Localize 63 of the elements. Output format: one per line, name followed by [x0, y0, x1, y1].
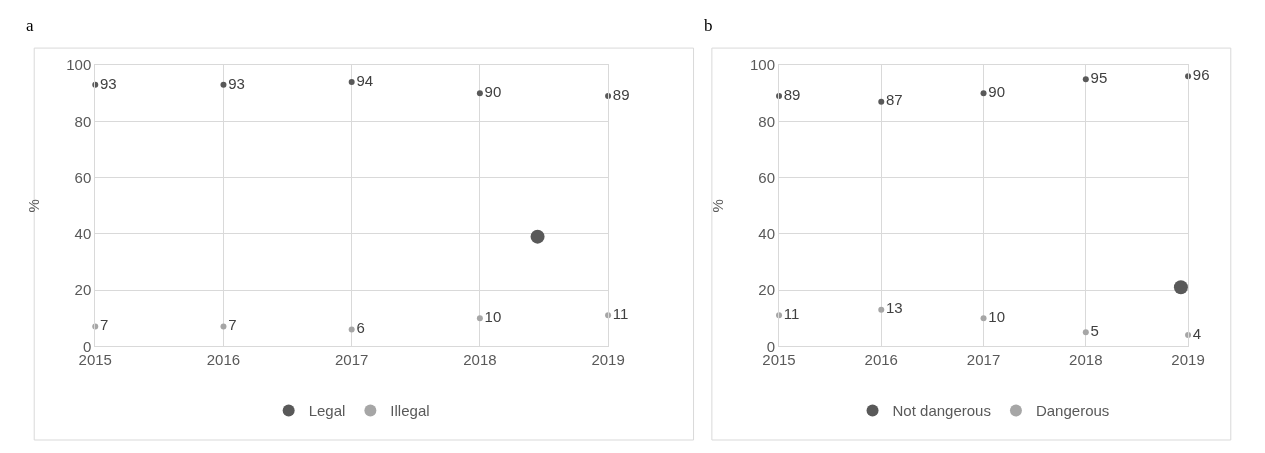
x-tick-label: 2017	[334, 351, 369, 369]
point	[348, 78, 355, 85]
point	[476, 315, 483, 322]
data-label: 11	[783, 305, 800, 323]
data-label: 4	[1192, 324, 1202, 342]
data-label: 10	[484, 307, 502, 325]
point	[476, 90, 483, 97]
point	[878, 98, 885, 105]
data-label: 90	[988, 82, 1005, 100]
x-tick-label: 2018	[463, 351, 497, 369]
point	[980, 90, 987, 97]
legend-label: Legal	[308, 402, 346, 420]
y-tick-label: 40	[74, 225, 92, 243]
y-tick-label: 100	[66, 56, 92, 74]
chart-title: b	[704, 16, 713, 35]
x-tick-label: 2018	[1069, 351, 1103, 369]
point	[776, 93, 783, 100]
x-tick-label: 2016	[206, 351, 241, 369]
y-tick-label: 40	[758, 225, 776, 243]
legend-label: Dangerous	[1035, 402, 1110, 420]
point	[878, 306, 885, 313]
x-tick-label: 2019	[1171, 351, 1205, 369]
point	[1082, 76, 1089, 83]
point	[1185, 332, 1192, 339]
data-label: 94	[356, 71, 374, 89]
point	[220, 323, 227, 330]
data-label: 5	[1090, 321, 1099, 339]
data-label: 93	[228, 74, 245, 92]
y-tick-label: 60	[74, 168, 92, 186]
point	[348, 326, 355, 333]
y-axis-title: %	[709, 199, 727, 213]
data-label: 95	[1090, 68, 1108, 86]
data-label: 90	[484, 82, 502, 100]
legend-label: Illegal	[390, 402, 430, 420]
data-label: 89	[783, 85, 801, 103]
point	[1173, 280, 1188, 295]
data-label: 93	[100, 74, 117, 92]
x-tick-label: 2016	[864, 351, 898, 369]
point	[530, 229, 545, 244]
y-tick-label: 80	[74, 112, 92, 130]
y-tick-label: 20	[74, 281, 92, 299]
data-label: 11	[612, 305, 629, 323]
x-tick-label: 2017	[966, 351, 1001, 369]
legend-label: Not dangerous	[892, 402, 991, 420]
data-label: 10	[988, 307, 1005, 325]
y-tick-label: 20	[758, 281, 776, 299]
data-label: 96	[1192, 66, 1210, 84]
data-label: 87	[886, 91, 903, 109]
data-label: 7	[228, 316, 237, 334]
data-label: 13	[886, 299, 903, 317]
point	[605, 93, 612, 100]
chart-title: a	[26, 16, 34, 35]
point	[220, 81, 227, 88]
point	[1082, 329, 1089, 336]
y-tick-label: 80	[758, 112, 776, 130]
x-tick-label: 2019	[591, 351, 625, 369]
y-tick-label: 100	[749, 56, 776, 74]
point	[980, 315, 987, 322]
y-axis-title: %	[25, 199, 43, 213]
data-label: 7	[100, 316, 109, 334]
data-label: 89	[612, 85, 630, 103]
y-tick-label: 60	[758, 168, 776, 186]
data-label: 6	[356, 319, 365, 337]
